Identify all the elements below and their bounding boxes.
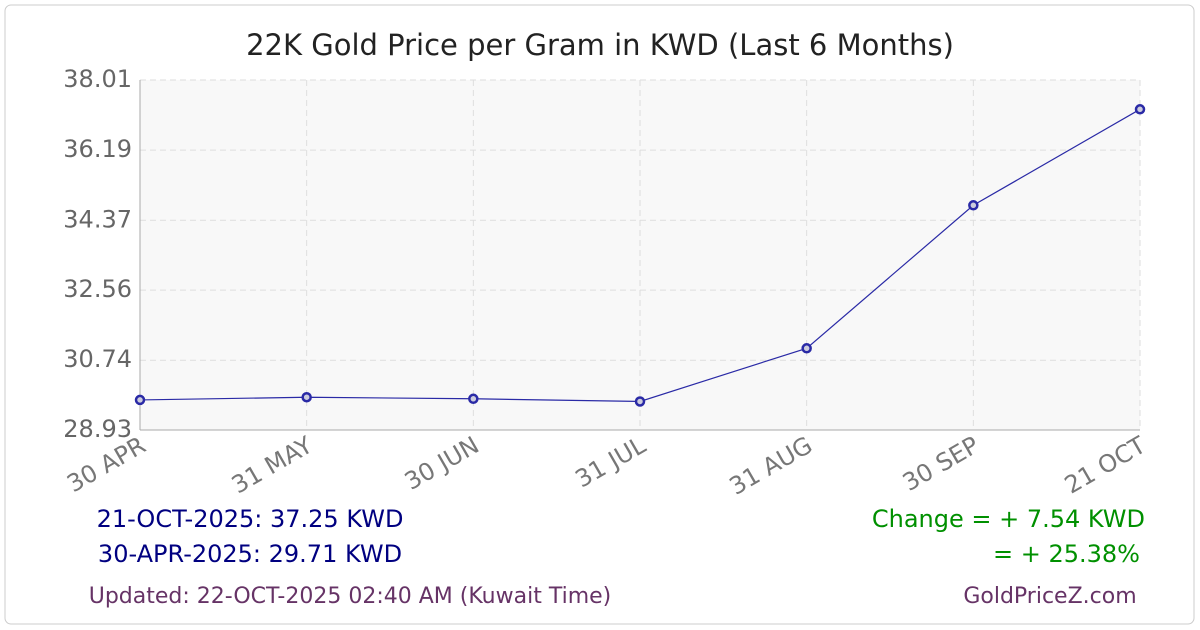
- point: [968, 200, 979, 211]
- change-percent: = + 25.38%: [993, 540, 1140, 568]
- point: [801, 343, 812, 354]
- latest-price: 21-OCT-2025: 37.25 KWD: [97, 505, 404, 533]
- updated: Updated: 22-OCT-2025 02:40 AM (Kuwait Ti…: [89, 584, 612, 609]
- point: [301, 391, 312, 403]
- y-tick-label: 32.56: [63, 275, 132, 303]
- y-tick-label: 34.37: [63, 205, 132, 233]
- first-price: 30-APR-2025: 29.71 KWD: [98, 540, 402, 568]
- y-tick-label: 38.01: [63, 65, 132, 93]
- y-tick-label: 28.93: [63, 415, 132, 443]
- point: [634, 396, 646, 407]
- point: [134, 394, 146, 406]
- site: GoldPriceZ.com: [963, 584, 1136, 609]
- point: [468, 393, 479, 405]
- chart-title: 22K Gold Price per Gram in KWD (Last 6 M…: [246, 28, 954, 62]
- y-tick-label: 30.74: [63, 345, 132, 373]
- point: [1134, 104, 1146, 115]
- change: Change = + 7.54 KWD: [872, 505, 1145, 533]
- y-tick-label: 36.19: [63, 135, 132, 163]
